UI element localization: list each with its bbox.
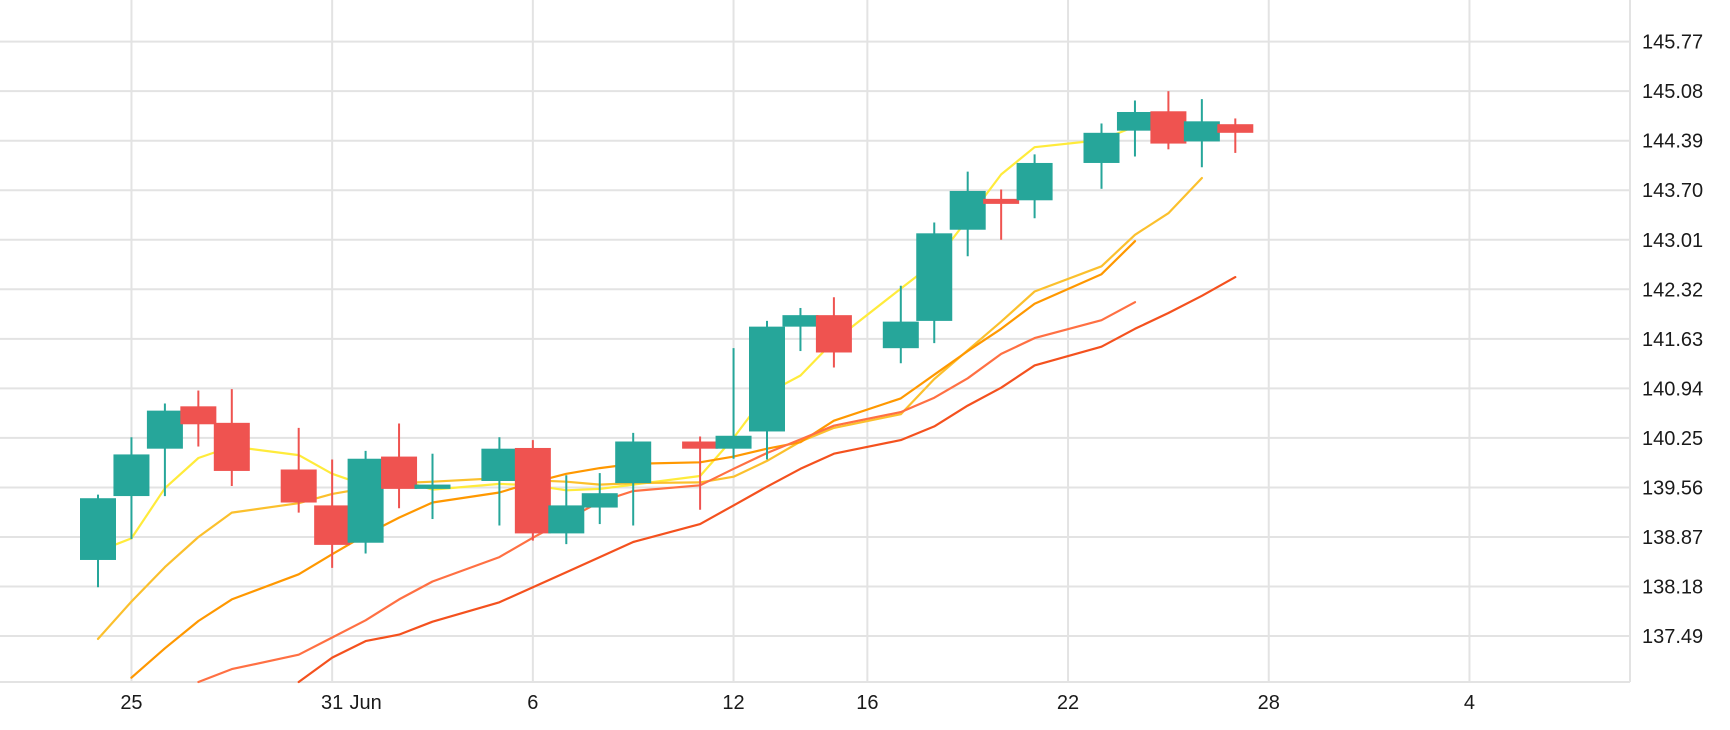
candle [113,437,150,540]
moving-average-line [297,276,1237,684]
date-tick-label: 22 [1057,692,1079,714]
price-tick-label: 142.32 [1642,279,1703,301]
date-tick-label: 31 [321,692,343,714]
moving-average-line [197,301,1137,684]
candle [1183,99,1220,168]
candle-body [1217,124,1254,133]
candle-body [749,326,785,432]
candle [581,473,618,525]
candle [749,320,785,460]
candle-body [381,456,418,489]
candle-body [414,484,451,489]
price-tick-label: 144.39 [1642,131,1703,153]
price-tick-label: 137.49 [1642,626,1703,648]
candle [1116,100,1153,157]
candle [916,222,953,344]
candle [1016,154,1053,219]
candle-body [715,435,752,449]
candle-body [815,315,852,353]
candle-body [314,505,351,545]
candle-body [146,410,183,449]
price-tick-label: 140.94 [1642,378,1703,400]
price-tick-label: 145.77 [1642,32,1703,54]
candle [882,285,919,364]
candle [815,297,852,368]
candle-body [581,493,618,508]
candle-body [949,190,986,230]
candle-body [782,315,819,327]
candle [347,450,384,554]
candle [548,475,585,545]
candle-body [682,441,719,449]
date-tick-label: 12 [722,692,744,714]
candle-body [548,505,585,534]
grid [0,0,1630,682]
candle [782,307,819,352]
candle-body [1183,121,1220,142]
candle [1083,123,1120,189]
date-tick-label: 4 [1464,692,1475,714]
candle-body [916,233,953,321]
candle-body [1116,111,1153,131]
candle-body [481,448,518,481]
candle-body [347,458,384,543]
date-tick-label: Jun [349,692,381,714]
candles [80,91,1254,588]
price-tick-label: 138.87 [1642,527,1703,549]
price-tick-label: 139.56 [1642,477,1703,499]
candle [514,440,551,541]
candle [80,494,116,588]
candle [280,427,317,513]
candle-body [615,441,652,484]
candle-body [1016,162,1053,201]
price-axis-labels: 137.49 138.18 138.87 139.56 140.25 140.94 141.… [1642,32,1703,648]
candle-body [514,447,551,534]
date-tick-label: 6 [527,692,538,714]
price-tick-label: 140.25 [1642,428,1703,450]
candle-body [180,406,217,425]
candle [481,437,518,526]
candle-body [213,422,250,471]
date-tick-label: 16 [856,692,878,714]
candle-body [80,498,116,560]
candle-body [882,321,919,349]
candle [381,423,418,509]
candle [983,189,1020,240]
candle [615,432,652,526]
candle [1217,118,1254,153]
candle [1150,91,1187,150]
candle [682,436,719,510]
candle-body [113,454,150,497]
date-tick-label: 28 [1258,692,1280,714]
date-tick-label: 25 [120,692,142,714]
price-tick-label: 141.63 [1642,329,1703,351]
price-tick-label: 145.08 [1642,81,1703,103]
price-tick-label: 143.01 [1642,230,1703,252]
candle [715,348,752,459]
candle [949,171,986,257]
candle-body [1083,132,1120,163]
date-axis-labels: 25 31 Jun 6 12 16 22 28 4 [120,692,1475,714]
price-tick-label: 143.70 [1642,180,1703,202]
candle-body [983,198,1020,204]
candle [213,389,250,487]
price-tick-label: 138.18 [1642,577,1703,599]
candle [414,453,451,520]
candle [146,403,183,497]
candle-body [280,469,317,503]
candle [180,390,217,447]
candle [314,459,351,568]
candle-body [1150,111,1187,144]
